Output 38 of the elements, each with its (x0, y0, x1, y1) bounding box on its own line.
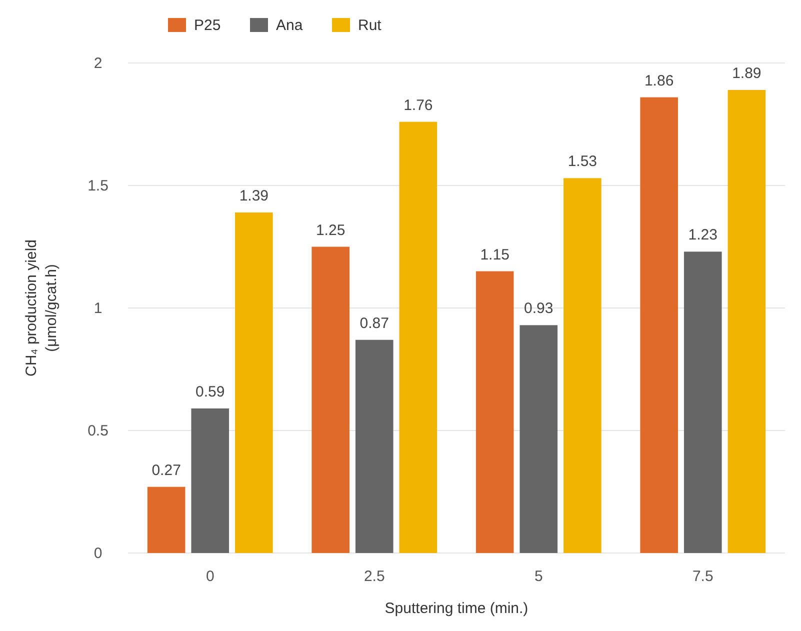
bar (312, 246, 350, 553)
data-label: 1.53 (568, 153, 598, 170)
data-label: 1.86 (644, 72, 674, 90)
bar (684, 252, 722, 553)
legend-label: Ana (276, 17, 304, 34)
bar (355, 340, 394, 553)
x-axis-title: Sputtering time (min.) (384, 600, 528, 617)
y-tick-label: 0 (94, 545, 102, 562)
y-tick-label: 1 (94, 300, 102, 317)
x-tick-label: 0 (206, 568, 214, 585)
x-tick-label: 7.5 (692, 568, 714, 585)
bar (640, 97, 678, 553)
data-label: 0.27 (152, 462, 181, 479)
data-label: 0.87 (360, 314, 389, 332)
bar (728, 90, 766, 553)
data-label: 1.89 (732, 64, 762, 82)
data-label: 0.93 (524, 300, 554, 318)
data-label: 1.76 (404, 96, 433, 114)
data-label: 1.25 (316, 222, 346, 239)
bar (235, 212, 273, 553)
data-label: 1.15 (480, 246, 510, 264)
bar (191, 408, 230, 553)
x-tick-label: 5 (534, 568, 543, 585)
y-axis-title: CH₄ production yield (μmol/gcat.h) (23, 239, 60, 377)
bar (476, 271, 514, 553)
bar (564, 178, 602, 553)
bar (147, 486, 186, 553)
x-tick-label: 2.5 (364, 568, 385, 585)
data-label: 0.59 (196, 383, 225, 400)
y-tick-label: 1.5 (88, 178, 108, 194)
bar (520, 325, 558, 553)
data-label: 1.23 (688, 226, 718, 244)
legend-label: P25 (194, 17, 221, 34)
y-tick-label: 2 (94, 55, 102, 72)
data-label: 1.39 (239, 187, 269, 204)
legend-label: Rut (358, 17, 382, 34)
y-tick-label: 0.5 (88, 422, 108, 440)
bar (399, 122, 438, 553)
